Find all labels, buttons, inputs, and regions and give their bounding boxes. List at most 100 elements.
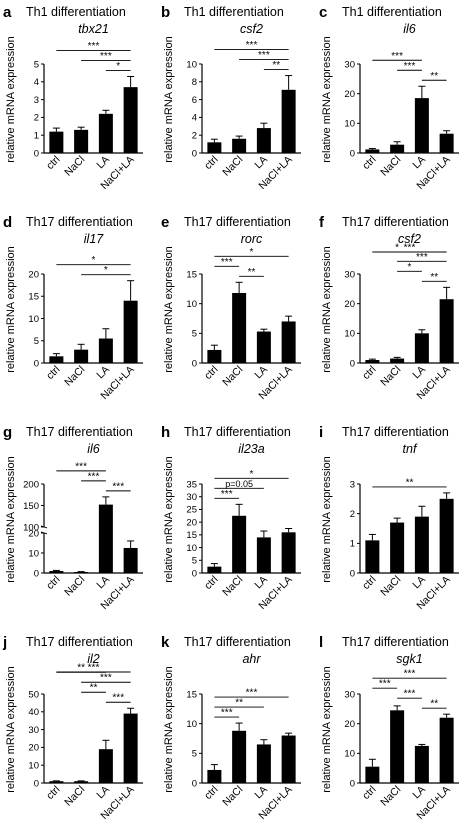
panel-gene: sgk1: [396, 652, 422, 666]
y-tick-label: 20: [186, 517, 197, 528]
y-axis-label: relative mRNA expression: [321, 666, 333, 793]
significance-label: *: [92, 255, 96, 266]
bar: [207, 566, 222, 573]
significance-label: **: [272, 60, 280, 71]
y-tick-label: 0: [192, 148, 197, 159]
bar: [414, 745, 429, 783]
significance-label: **: [235, 698, 243, 709]
y-tick-label: 20: [344, 299, 355, 310]
panel-title: Th17 differentiation: [342, 425, 449, 439]
bar: [414, 333, 429, 363]
bar: [256, 744, 271, 783]
bar: [390, 358, 405, 363]
significance-label: **: [90, 683, 98, 694]
y-axis-label: relative mRNA expression: [321, 456, 333, 583]
x-category-label: NaCl: [220, 784, 245, 809]
x-category-label: NaCl: [62, 364, 87, 389]
y-tick-label: 0: [192, 568, 197, 579]
panel-title: Th17 differentiation: [184, 635, 291, 649]
panel-gene: csf2: [240, 22, 263, 36]
y-tick-label: 3: [34, 95, 39, 106]
panel-letter: i: [319, 424, 323, 441]
panel-title: Th17 differentiation: [342, 635, 449, 649]
x-category-label: NaCl: [378, 574, 403, 599]
significance-label: ***: [391, 51, 403, 62]
significance-label: *: [408, 262, 412, 273]
y-tick-label: 0: [34, 358, 39, 369]
y-tick-label: 150: [23, 501, 39, 512]
y-tick-label: 35: [186, 479, 197, 490]
significance-label: *: [250, 247, 254, 258]
x-category-label: NaCl: [220, 574, 245, 599]
y-tick-label: 0: [350, 568, 355, 579]
significance-label: ***: [100, 51, 112, 62]
panel-letter: l: [319, 634, 323, 651]
bar: [98, 338, 113, 363]
x-category-label: ctrl: [202, 364, 220, 382]
x-category-label: LA: [410, 574, 428, 592]
x-category-label: ctrl: [44, 154, 62, 172]
panel-title: Th17 differentiation: [26, 635, 133, 649]
bar: [414, 98, 429, 153]
panel-title: Th1 differentiation: [184, 5, 284, 19]
x-category-label: NaCl: [62, 574, 87, 599]
significance-label: **: [430, 699, 438, 710]
panel-c: c Th1 differentiation il6 relative mRNA exp…: [319, 4, 459, 192]
y-axis-label: relative mRNA expression: [321, 246, 333, 373]
panel-title: Th17 differentiation: [26, 425, 133, 439]
significance-label: p=0.05: [225, 479, 253, 489]
panel-h: h Th17 differentiation il23a relative mRNA …: [161, 424, 301, 612]
y-tick-label: 5: [34, 59, 39, 70]
x-category-label: ctrl: [360, 364, 378, 382]
y-tick-label: 0: [192, 778, 197, 789]
bar: [439, 498, 454, 573]
panel-title: Th17 differentiation: [342, 215, 449, 229]
bar: [207, 349, 222, 363]
significance-label: ***: [246, 40, 258, 51]
bar: [49, 356, 64, 363]
x-category-label: LA: [252, 784, 270, 802]
panel-f: f Th17 differentiation csf2 relative mRNA e…: [319, 214, 459, 402]
y-tick-label: 2: [350, 509, 355, 520]
y-tick-label: 0: [34, 568, 39, 579]
significance-label: **: [77, 663, 85, 674]
bar: [256, 331, 271, 363]
x-category-label: LA: [410, 364, 428, 382]
significance-label: *: [395, 243, 399, 254]
y-tick-label: 8: [192, 77, 197, 88]
significance-label: ***: [379, 679, 391, 690]
y-tick-label: 40: [28, 707, 39, 718]
significance-label: ***: [416, 252, 428, 263]
panel-title: Th17 differentiation: [184, 215, 291, 229]
bar: [232, 515, 247, 573]
y-tick-label: 100: [23, 522, 39, 533]
significance-label: **: [248, 267, 256, 278]
panel-i: i Th17 differentiation tnf relative mRNA ex…: [319, 424, 459, 612]
panel-gene: il6: [403, 22, 416, 36]
panel-letter: f: [319, 214, 325, 231]
y-tick-label: 5: [192, 329, 197, 340]
bar: [414, 516, 429, 573]
y-tick-label: 2: [192, 131, 197, 142]
significance-label: ***: [246, 688, 258, 699]
significance-label: ***: [75, 461, 87, 472]
panel-j: j Th17 differentiation il2 relative mRNA ex…: [2, 634, 143, 822]
bar: [281, 735, 296, 783]
y-tick-label: 0: [350, 778, 355, 789]
panel-gene: tbx21: [78, 22, 109, 36]
y-axis-label: relative mRNA expression: [5, 36, 17, 163]
panel-e: e Th17 differentiation rorc relative mRNA e…: [161, 214, 301, 402]
x-category-label: ctrl: [44, 364, 62, 382]
significance-label: ***: [88, 41, 100, 52]
panel-letter: j: [2, 634, 7, 651]
y-axis-label: relative mRNA expression: [163, 456, 175, 583]
panel-letter: e: [161, 214, 169, 231]
y-tick-label: 10: [344, 119, 355, 130]
bar: [123, 547, 138, 573]
panel-letter: a: [3, 4, 12, 21]
y-tick-label: 10: [186, 299, 197, 310]
bar: [74, 781, 89, 783]
bar: [365, 149, 380, 153]
significance-label: ***: [112, 481, 124, 492]
